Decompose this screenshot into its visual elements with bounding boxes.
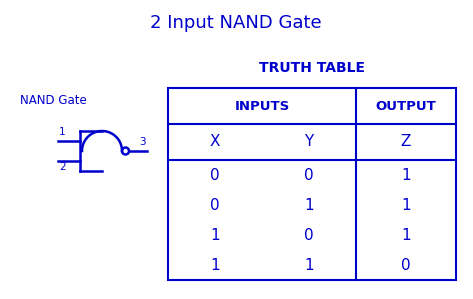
Text: 0: 0 — [210, 198, 220, 213]
Text: 1: 1 — [304, 257, 314, 272]
Text: 1: 1 — [401, 198, 411, 213]
Text: 1: 1 — [210, 228, 220, 242]
Text: Z: Z — [401, 135, 411, 150]
Text: 1: 1 — [401, 228, 411, 242]
Text: Y: Y — [304, 135, 314, 150]
Text: INPUTS: INPUTS — [235, 100, 289, 112]
Text: 1: 1 — [401, 167, 411, 182]
Text: X: X — [210, 135, 220, 150]
Text: NAND Gate: NAND Gate — [19, 94, 87, 107]
Text: OUTPUT: OUTPUT — [376, 100, 437, 112]
Text: 1: 1 — [210, 257, 220, 272]
Text: 0: 0 — [401, 257, 411, 272]
Text: TRUTH TABLE: TRUTH TABLE — [259, 61, 365, 75]
Text: 3: 3 — [140, 137, 146, 147]
Text: 2: 2 — [59, 162, 66, 172]
Text: 0: 0 — [210, 167, 220, 182]
Text: 2 Input NAND Gate: 2 Input NAND Gate — [150, 14, 322, 32]
Text: 1: 1 — [59, 127, 66, 137]
Text: 0: 0 — [304, 167, 314, 182]
Bar — [168, 88, 456, 280]
Text: 1: 1 — [304, 198, 314, 213]
Text: 0: 0 — [304, 228, 314, 242]
